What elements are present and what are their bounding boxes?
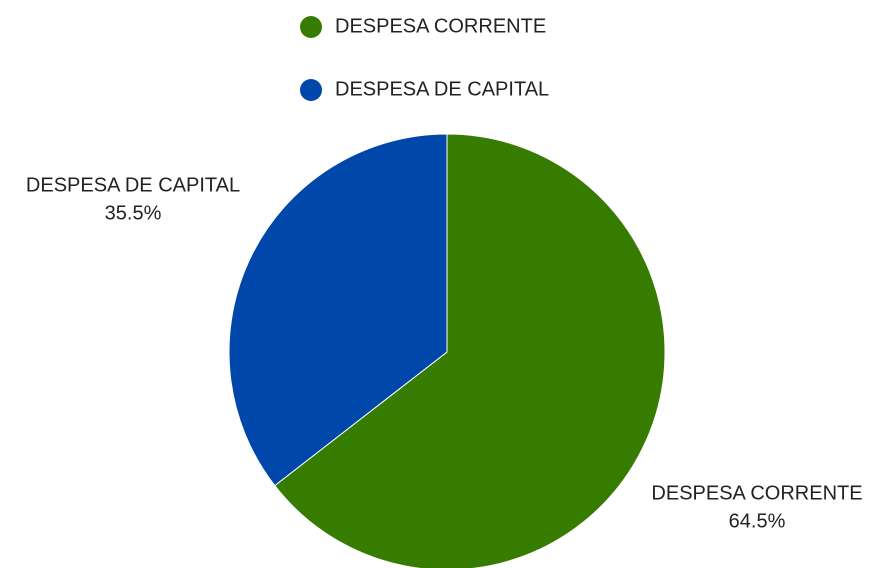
pie-slice (228, 133, 448, 487)
legend-label: DESPESA CORRENTE (335, 15, 546, 37)
pie-slice (274, 133, 666, 568)
legend-swatch (300, 79, 322, 101)
slice-label: DESPESA CORRENTE (651, 482, 862, 504)
legend-label: DESPESA DE CAPITAL (335, 78, 549, 100)
legend-swatch (300, 16, 322, 38)
slice-label: DESPESA DE CAPITAL (26, 174, 240, 196)
slice-value-label: 64.5% (729, 510, 786, 532)
slice-value-label: 35.5% (105, 202, 162, 224)
